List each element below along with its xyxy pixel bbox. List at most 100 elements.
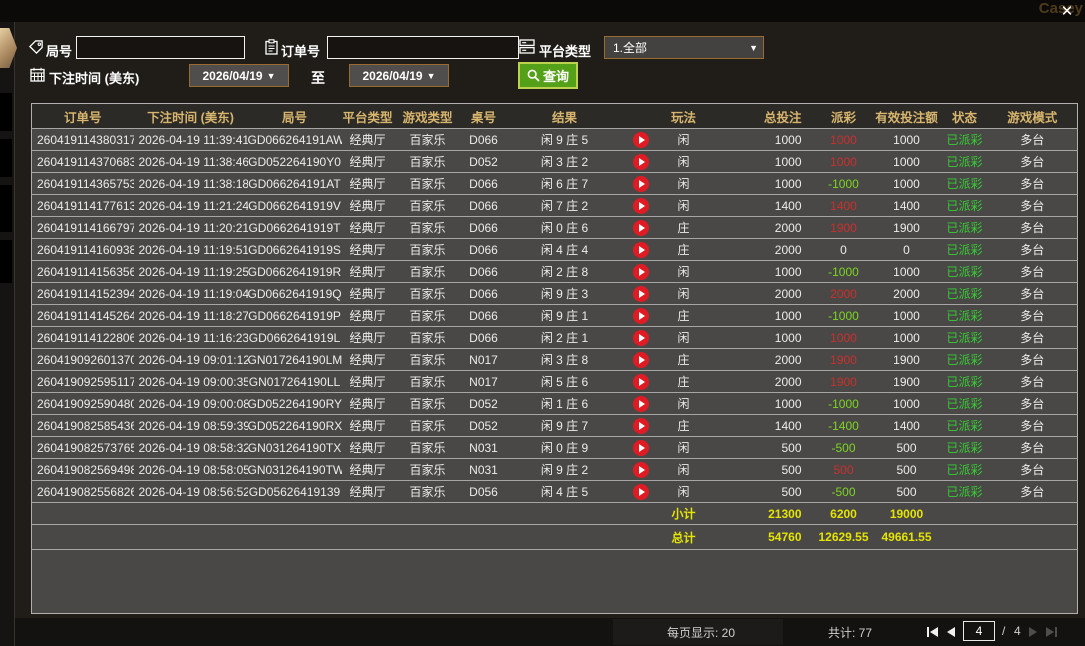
- cell-valid-bet: 1000: [871, 128, 942, 151]
- subtotal-payout: 6200: [815, 502, 872, 525]
- cell-mode: 多台: [987, 304, 1078, 327]
- table-row[interactable]: 260419082573765 2026-04-19 08:58:32 GN03…: [31, 436, 1078, 459]
- cell-platform: 经典厅: [341, 128, 394, 151]
- replay-play-icon[interactable]: [633, 219, 649, 236]
- table-body: 260419114380317 2026-04-19 11:39:41 GD06…: [31, 128, 1078, 503]
- replay-play-icon[interactable]: [633, 483, 649, 500]
- table-row[interactable]: 260419082556826 2026-04-19 08:56:52 GD05…: [31, 480, 1078, 503]
- order-id-input[interactable]: [327, 36, 519, 59]
- cell-result: 闲 4 庄 4: [505, 238, 624, 261]
- cell-replay: [623, 304, 659, 327]
- cell-platform: 经典厅: [341, 370, 394, 393]
- table-row[interactable]: 260419092595117 2026-04-19 09:00:35 GN01…: [31, 370, 1078, 393]
- table-row[interactable]: 260419114365753 2026-04-19 11:38:18 GD06…: [31, 172, 1078, 195]
- cell-order-id: 260419114156356: [31, 260, 134, 283]
- cell-bet-time: 2026-04-19 08:59:39: [133, 414, 248, 437]
- cell-bet-time: 2026-04-19 09:00:35: [133, 370, 248, 393]
- platform-type-select[interactable]: 1.全部 ▼: [604, 36, 764, 59]
- next-page-icon[interactable]: [1029, 627, 1037, 637]
- table-row[interactable]: 260419114152394 2026-04-19 11:19:04 GD06…: [31, 282, 1078, 305]
- cell-play: 闲: [658, 172, 709, 195]
- replay-play-icon[interactable]: [633, 285, 649, 302]
- replay-play-icon[interactable]: [633, 351, 649, 368]
- query-button[interactable]: 查询: [518, 62, 578, 89]
- replay-play-icon[interactable]: [633, 197, 649, 214]
- cell-replay: [623, 150, 659, 173]
- panel-collapse-handle[interactable]: [0, 28, 17, 68]
- cell-platform: 经典厅: [341, 260, 394, 283]
- date-from-select[interactable]: 2026/04/19 ▼: [189, 64, 289, 87]
- table-row[interactable]: 260419082569498 2026-04-19 08:58:05 GN03…: [31, 458, 1078, 481]
- search-icon: [527, 69, 540, 82]
- table-row[interactable]: 260419092590480 2026-04-19 09:00:08 GD05…: [31, 392, 1078, 415]
- cell-game-type: 百家乐: [393, 260, 462, 283]
- cell-status: 已派彩: [941, 480, 988, 503]
- last-page-icon[interactable]: [1046, 627, 1054, 637]
- table-row[interactable]: 260419114122806 2026-04-19 11:16:23 GD06…: [31, 326, 1078, 349]
- replay-play-icon[interactable]: [633, 175, 649, 192]
- cell-game-type: 百家乐: [393, 150, 462, 173]
- cell-order-id: 260419082569498: [31, 458, 134, 481]
- table-row[interactable]: 260419114380317 2026-04-19 11:39:41 GD06…: [31, 128, 1078, 151]
- table-row[interactable]: 260419114370683 2026-04-19 11:38:46 GD05…: [31, 150, 1078, 173]
- cell-payout: 1000: [815, 326, 872, 349]
- col-order-id: 订单号: [31, 103, 134, 129]
- cell-mode: 多台: [987, 128, 1078, 151]
- cell-mode: 多台: [987, 436, 1078, 459]
- cell-play: 庄: [658, 304, 709, 327]
- cell-payout: -1000: [815, 392, 872, 415]
- first-page-icon[interactable]: [927, 627, 929, 637]
- table-row[interactable]: 260419114156356 2026-04-19 11:19:25 GD06…: [31, 260, 1078, 283]
- cell-mode: 多台: [987, 150, 1078, 173]
- underlying-app-strip: [0, 22, 14, 646]
- cell-total-bet: 1000: [708, 392, 816, 415]
- cell-game-type: 百家乐: [393, 436, 462, 459]
- close-icon[interactable]: ✕: [1060, 3, 1074, 20]
- cell-play: 庄: [658, 216, 709, 239]
- col-status: 状态: [941, 103, 988, 129]
- table-row[interactable]: 260419114177613 2026-04-19 11:21:24 GD06…: [31, 194, 1078, 217]
- date-to-select[interactable]: 2026/04/19 ▼: [349, 64, 449, 87]
- replay-play-icon[interactable]: [633, 131, 649, 148]
- cell-play: 闲: [658, 260, 709, 283]
- replay-play-icon[interactable]: [633, 461, 649, 478]
- replay-play-icon[interactable]: [633, 241, 649, 258]
- last-page-icon[interactable]: [1055, 627, 1057, 637]
- order-id-label: 订单号: [281, 44, 321, 59]
- cell-status: 已派彩: [941, 348, 988, 371]
- cell-payout: 500: [815, 458, 872, 481]
- replay-play-icon[interactable]: [633, 417, 649, 434]
- replay-play-icon[interactable]: [633, 373, 649, 390]
- replay-play-icon[interactable]: [633, 263, 649, 280]
- cell-order-id: 260419082556826: [31, 480, 134, 503]
- cell-round-id: GD052264190RY: [247, 392, 342, 415]
- cell-bet-time: 2026-04-19 11:19:51: [133, 238, 248, 261]
- cell-mode: 多台: [987, 326, 1078, 349]
- cell-bet-time: 2026-04-19 11:38:18: [133, 172, 248, 195]
- col-total-bet: 总投注: [708, 103, 816, 129]
- cell-game-type: 百家乐: [393, 282, 462, 305]
- cell-play: 闲: [658, 128, 709, 151]
- page-number-input[interactable]: [963, 621, 995, 641]
- prev-page-icon[interactable]: [947, 627, 955, 637]
- table-row[interactable]: 260419114160938 2026-04-19 11:19:51 GD06…: [31, 238, 1078, 261]
- table-row[interactable]: 260419092601370 2026-04-19 09:01:12 GN01…: [31, 348, 1078, 371]
- replay-play-icon[interactable]: [633, 307, 649, 324]
- table-row[interactable]: 260419114166797 2026-04-19 11:20:21 GD06…: [31, 216, 1078, 239]
- replay-play-icon[interactable]: [633, 439, 649, 456]
- round-id-input[interactable]: [76, 36, 245, 59]
- cell-play: 庄: [658, 414, 709, 437]
- replay-play-icon[interactable]: [633, 329, 649, 346]
- table-row[interactable]: 260419114145264 2026-04-19 11:18:27 GD06…: [31, 304, 1078, 327]
- cell-round-id: GD066264191AW: [247, 128, 342, 151]
- cell-bet-time: 2026-04-19 11:18:27: [133, 304, 248, 327]
- cell-round-id: GD05626419139: [247, 480, 342, 503]
- cell-game-type: 百家乐: [393, 370, 462, 393]
- table-row[interactable]: 260419082585436 2026-04-19 08:59:39 GD05…: [31, 414, 1078, 437]
- replay-play-icon[interactable]: [633, 153, 649, 170]
- cell-round-id: GN017264190LM: [247, 348, 342, 371]
- cell-replay: [623, 392, 659, 415]
- platform-type-label: 平台类型: [539, 44, 592, 59]
- first-page-icon[interactable]: [930, 627, 938, 637]
- replay-play-icon[interactable]: [633, 395, 649, 412]
